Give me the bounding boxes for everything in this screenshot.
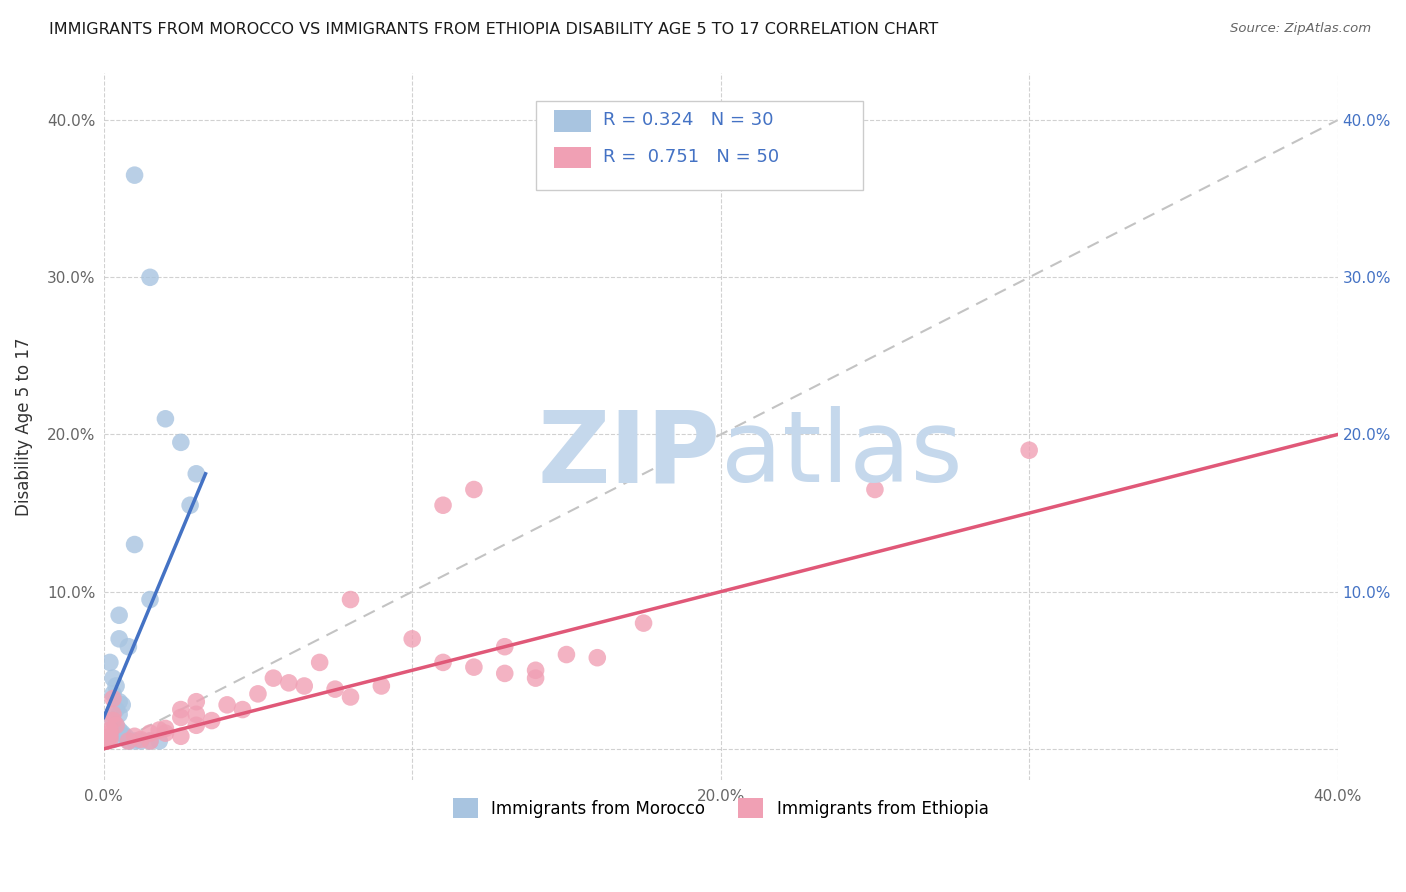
Point [186, 695, 208, 709]
Point [139, 734, 162, 748]
FancyBboxPatch shape [536, 102, 862, 190]
Point [401, 632, 423, 646]
Point [186, 707, 208, 722]
Point [124, 729, 146, 743]
Text: atlas: atlas [721, 407, 962, 503]
Point [633, 616, 655, 631]
Point [246, 687, 269, 701]
Point [201, 714, 224, 728]
Point [124, 168, 146, 182]
Point [555, 648, 578, 662]
Point [170, 435, 193, 450]
Point [524, 663, 547, 677]
Point [117, 734, 139, 748]
Point [98, 729, 121, 743]
Point [148, 723, 170, 737]
Text: R = 0.324   N = 30: R = 0.324 N = 30 [603, 112, 773, 129]
Point [124, 537, 146, 551]
Point [186, 467, 208, 481]
Point [232, 702, 254, 716]
Point [105, 702, 128, 716]
Point [111, 698, 134, 712]
Point [323, 682, 346, 697]
Text: Source: ZipAtlas.com: Source: ZipAtlas.com [1230, 22, 1371, 36]
Point [432, 656, 454, 670]
Point [129, 734, 152, 748]
Point [494, 666, 516, 681]
Point [148, 734, 170, 748]
Point [432, 498, 454, 512]
Point [262, 671, 284, 685]
Point [308, 656, 330, 670]
Point [277, 676, 299, 690]
Point [155, 411, 177, 425]
Point [108, 707, 131, 722]
Point [217, 698, 239, 712]
Point [105, 718, 128, 732]
Point [98, 656, 121, 670]
Point [186, 718, 208, 732]
Point [155, 722, 177, 736]
Point [139, 734, 162, 748]
Text: IMMIGRANTS FROM MOROCCO VS IMMIGRANTS FROM ETHIOPIA DISABILITY AGE 5 TO 17 CORRE: IMMIGRANTS FROM MOROCCO VS IMMIGRANTS FR… [49, 22, 938, 37]
Point [117, 640, 139, 654]
Point [170, 729, 193, 743]
Point [105, 718, 128, 732]
Point [170, 702, 193, 716]
Point [96, 734, 118, 748]
Point [98, 732, 121, 747]
Point [114, 729, 136, 743]
Point [179, 498, 201, 512]
Text: R =  0.751   N = 50: R = 0.751 N = 50 [603, 148, 779, 166]
Point [139, 726, 162, 740]
Point [98, 723, 121, 737]
Point [339, 592, 361, 607]
Point [124, 734, 146, 748]
Point [524, 671, 547, 685]
Point [98, 726, 121, 740]
Bar [554, 147, 591, 169]
Text: ZIP: ZIP [538, 407, 721, 503]
Bar [554, 111, 591, 132]
Point [129, 732, 152, 747]
Point [339, 690, 361, 704]
Point [139, 270, 162, 285]
Point [96, 734, 118, 748]
Point [101, 714, 124, 728]
Point [111, 726, 134, 740]
Legend: Immigrants from Morocco, Immigrants from Ethiopia: Immigrants from Morocco, Immigrants from… [446, 791, 995, 825]
Point [101, 707, 124, 722]
Point [170, 710, 193, 724]
Point [108, 632, 131, 646]
Point [463, 483, 485, 497]
Point [370, 679, 392, 693]
Point [494, 640, 516, 654]
Point [108, 608, 131, 623]
Point [105, 679, 128, 693]
Point [101, 714, 124, 728]
Point [586, 650, 609, 665]
Point [1018, 443, 1040, 458]
Point [101, 687, 124, 701]
Y-axis label: Disability Age 5 to 17: Disability Age 5 to 17 [15, 337, 32, 516]
Point [155, 726, 177, 740]
Point [108, 695, 131, 709]
Point [108, 723, 131, 737]
Point [101, 691, 124, 706]
Point [101, 732, 124, 747]
Point [292, 679, 315, 693]
Point [863, 483, 886, 497]
Point [139, 592, 162, 607]
Point [463, 660, 485, 674]
Point [117, 734, 139, 748]
Point [101, 671, 124, 685]
